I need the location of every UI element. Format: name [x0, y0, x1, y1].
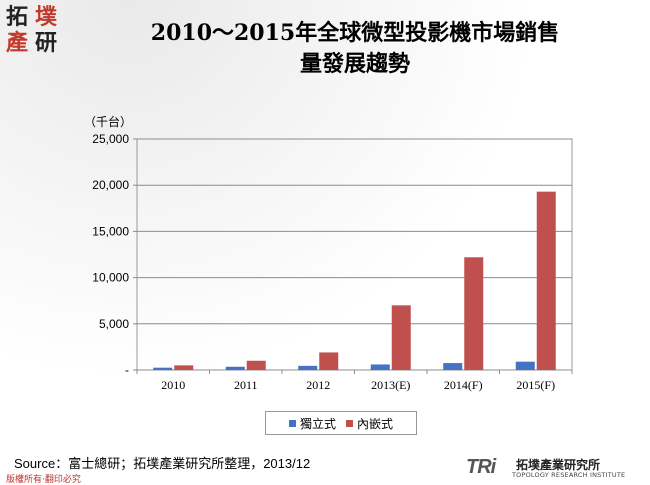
legend-swatch-embedded	[346, 419, 353, 427]
legend-item-standalone: 獨立式	[288, 415, 336, 432]
bar	[225, 366, 245, 370]
copyright-notice: 版權所有‧翻印必究	[6, 475, 81, 485]
tri-logo-name: 拓墣產業研究所	[516, 458, 601, 472]
y-tick-label: -	[125, 363, 129, 377]
logo-char: 產	[6, 30, 29, 56]
bar	[174, 365, 194, 370]
bar	[464, 257, 484, 370]
y-tick-label: 10,000	[92, 271, 129, 285]
bar	[319, 352, 339, 370]
logo-char: 研	[35, 30, 58, 56]
bar	[443, 363, 463, 370]
legend-item-embedded: 內嵌式	[346, 415, 393, 432]
tri-footer-logo: TRi 拓墣產業研究所 TOPOLOGY RESEARCH INSTITUTE	[466, 456, 646, 482]
bar	[391, 305, 411, 370]
bar	[515, 361, 535, 370]
chart-legend: 獨立式 內嵌式	[265, 411, 417, 435]
y-tick-label: 25,000	[92, 132, 129, 146]
tri-logo-subtitle: TOPOLOGY RESEARCH INSTITUTE	[512, 471, 626, 479]
bar	[298, 365, 318, 370]
y-tick-label: 20,000	[92, 178, 129, 192]
chart-title-line-2: 量發展趨勢	[299, 51, 410, 77]
bar	[370, 364, 390, 370]
chart-title-line-1: 2010～2015年全球微型投影機市場銷售	[150, 20, 560, 46]
plot-area	[136, 138, 573, 371]
x-tick-label: 2011	[234, 378, 258, 392]
x-tick-label: 2012	[306, 378, 330, 392]
y-tick-label: 5,000	[99, 317, 129, 331]
source-note: Source：富士總研；拓墣產業研究所整理，2013/12	[14, 456, 311, 471]
logo-char: 墣	[35, 4, 58, 30]
legend-label-standalone: 獨立式	[299, 416, 336, 431]
legend-label-embedded: 內嵌式	[357, 416, 394, 431]
y-tick-label: 15,000	[92, 224, 129, 238]
chart-title: 2010～2015年全球微型投影機市場銷售 量發展趨勢	[80, 18, 630, 80]
bar	[153, 367, 173, 370]
bar	[246, 360, 266, 370]
institute-logo: 拓 墣 產 研	[4, 4, 66, 60]
x-tick-label: 2013(E)	[371, 378, 410, 392]
x-tick-label: 2010	[161, 378, 185, 392]
x-tick-label: 2014(F)	[444, 378, 483, 392]
legend-swatch-standalone	[288, 419, 296, 427]
logo-char: 拓	[6, 4, 29, 30]
tri-logo-mark: TRi	[466, 456, 496, 478]
x-tick-label: 2015(F)	[516, 378, 555, 392]
bar	[536, 191, 556, 370]
y-axis-unit-label: （千台）	[84, 115, 133, 129]
